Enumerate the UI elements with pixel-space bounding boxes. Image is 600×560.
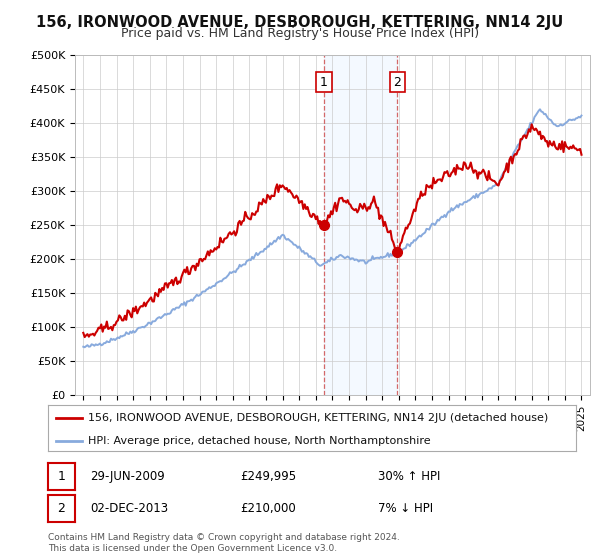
Text: 156, IRONWOOD AVENUE, DESBOROUGH, KETTERING, NN14 2JU (detached house): 156, IRONWOOD AVENUE, DESBOROUGH, KETTER… [88,413,548,423]
Text: £210,000: £210,000 [240,502,296,515]
Text: 156, IRONWOOD AVENUE, DESBOROUGH, KETTERING, NN14 2JU: 156, IRONWOOD AVENUE, DESBOROUGH, KETTER… [37,15,563,30]
Text: £249,995: £249,995 [240,470,296,483]
Text: 29-JUN-2009: 29-JUN-2009 [90,470,165,483]
Text: Price paid vs. HM Land Registry's House Price Index (HPI): Price paid vs. HM Land Registry's House … [121,27,479,40]
Text: 02-DEC-2013: 02-DEC-2013 [90,502,168,515]
Bar [324,55,397,395]
Text: Contains HM Land Registry data © Crown copyright and database right 2024.
This d: Contains HM Land Registry data © Crown c… [48,533,400,553]
Text: 1: 1 [320,76,328,88]
Text: 7% ↓ HPI: 7% ↓ HPI [378,502,433,515]
Text: HPI: Average price, detached house, North Northamptonshire: HPI: Average price, detached house, Nort… [88,436,430,446]
Text: 2: 2 [58,502,65,515]
Text: 30% ↑ HPI: 30% ↑ HPI [378,470,440,483]
Text: 1: 1 [58,470,65,483]
Text: 2: 2 [394,76,401,88]
